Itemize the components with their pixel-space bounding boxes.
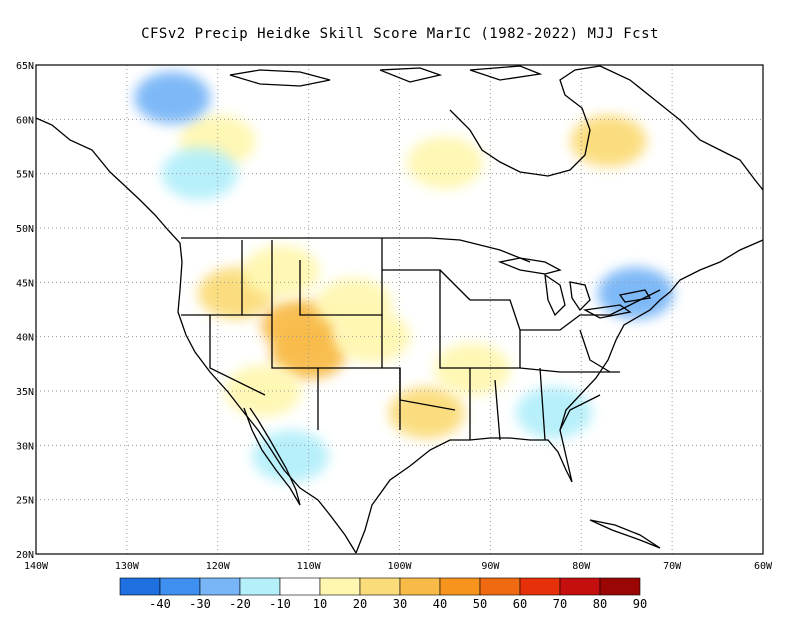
lat-tick-label: 60N [16,115,34,126]
colorbar-label: 10 [313,597,327,611]
lat-tick-label: 25N [16,496,34,507]
chart-title: CFSv2 Precip Heidke Skill Score MarIC (1… [141,26,659,42]
skill-patch [225,365,302,417]
lat-tick-label: 50N [16,224,34,235]
skill-shading [134,71,674,483]
lon-tick-label: 90W [481,561,500,572]
colorbar-label: -40 [149,597,171,611]
colorbar-label: 60 [513,597,527,611]
colorbar-swatch [239,577,281,596]
colorbar-swatch [519,577,561,596]
lat-tick-label: 55N [16,170,34,181]
colorbar-label: 50 [473,597,487,611]
skill-patch [570,115,647,168]
state-borders [181,237,661,441]
skill-patch [161,147,238,200]
lon-tick-label: 140W [24,561,49,572]
colorbar-label: 80 [593,597,607,611]
colorbar-swatch [359,577,401,596]
lat-tick-label: 40N [16,333,34,344]
skill-patch [134,71,211,124]
lat-tick-label: 35N [16,387,34,398]
skill-patch [388,386,465,439]
lon-tick-label: 110W [297,561,322,572]
latitude-axis: 20N 25N 30N 35N 40N 45N 50N 55N 60N 65N [16,61,34,561]
skill-patch [434,343,511,396]
colorbar-swatch [479,577,521,596]
colorbar-label: 90 [633,597,647,611]
colorbar-label: 30 [393,597,407,611]
skill-patch [270,326,347,379]
lon-tick-label: 130W [115,561,140,572]
colorbar-label: -20 [229,597,251,611]
lon-tick-label: 60W [754,561,773,572]
skill-patch [406,136,483,189]
skill-patch [243,245,320,298]
colorbar-swatch [599,577,641,596]
colorbar-swatch [119,577,161,596]
colorbar-swatch [559,577,601,596]
colorbar-swatch [399,577,441,596]
colorbar-swatch [439,577,481,596]
lat-tick-label: 65N [16,61,34,72]
skill-patch [597,267,674,320]
lon-tick-label: 70W [663,561,682,572]
colorbar-label: 20 [353,597,367,611]
coastlines [36,65,763,554]
lat-tick-label: 30N [16,441,34,452]
colorbar-swatch [319,577,361,596]
colorbar-label: 70 [553,597,567,611]
colorbar-label: -30 [189,597,211,611]
colorbar-swatch [199,577,241,596]
skill-patch [515,386,592,439]
colorbar-swatch [159,577,201,596]
colorbar-label: -10 [269,597,291,611]
colorbar: -40 -30 -20 -10 10 20 30 40 50 60 70 80 90 [119,577,647,611]
plot-frame [35,64,764,555]
lon-tick-label: 120W [206,561,231,572]
lat-tick-label: 20N [16,550,34,561]
longitude-axis: 140W 130W 120W 110W 100W 90W 80W 70W 60W [24,561,773,572]
colorbar-swatch [279,577,321,596]
colorbar-label: 40 [433,597,447,611]
lon-tick-label: 80W [572,561,591,572]
lat-tick-label: 45N [16,278,34,289]
lon-tick-label: 100W [387,561,412,572]
